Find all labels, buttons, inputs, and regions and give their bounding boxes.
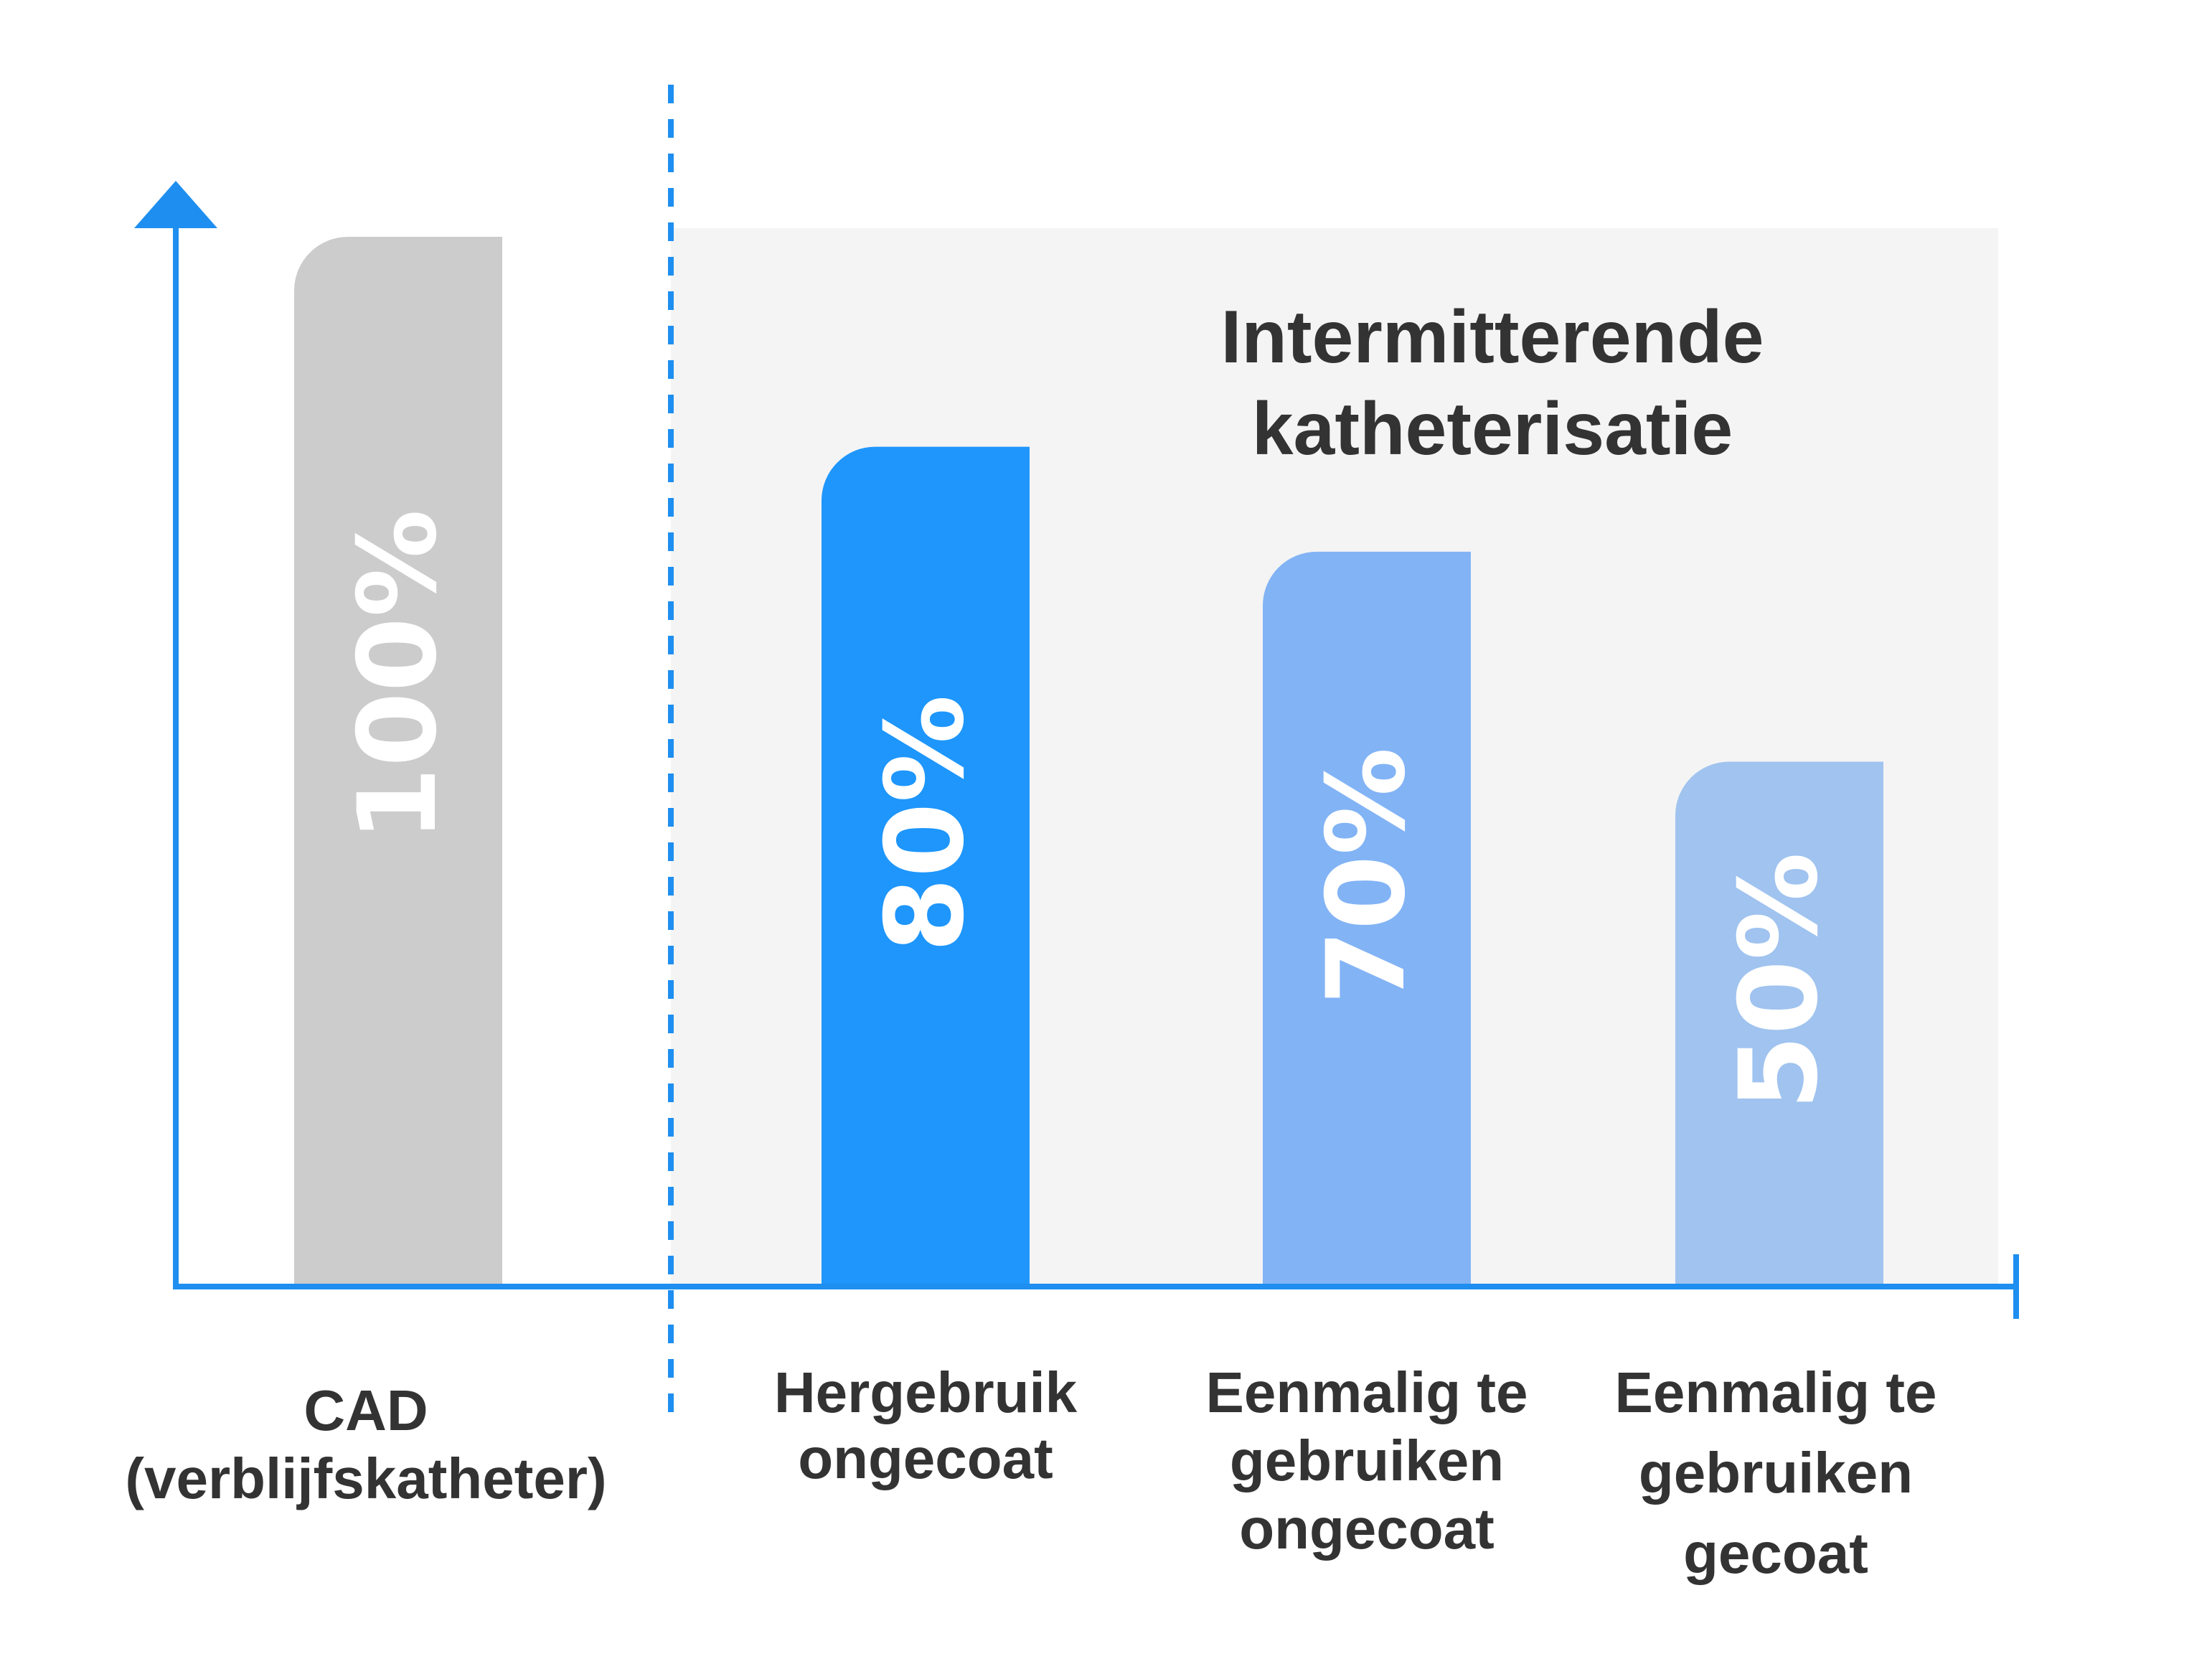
category-label-1: CAD (verblijfskatheter) (125, 1378, 606, 1510)
bar-4 (1675, 761, 1883, 1287)
category-label-2: Hergebruik ongecoat (774, 1360, 1078, 1490)
y-axis-arrow-icon (134, 181, 217, 228)
group-title-line-2: katheterisatie (1252, 387, 1733, 471)
category-labels: CAD (verblijfskatheter) Hergebruik ongecoat… (125, 1360, 1936, 1585)
group-title: Intermitterende katheterisatie (1220, 296, 1764, 471)
bar-value-labels: 100% 80% 70% 50% (336, 509, 1842, 1110)
group-title-line-1: Intermitterende (1220, 296, 1764, 379)
bar-value-label-3: 70% (1304, 747, 1429, 1005)
bar-1 (294, 237, 502, 1287)
category-label-4: Eenmalig te gebruiken gecoat (1614, 1360, 1936, 1585)
bar-value-label-1: 100% (336, 509, 461, 842)
bars-layer (294, 237, 1883, 1287)
category-label-3: Eenmalig te gebruiken ongecoat (1205, 1360, 1528, 1561)
bar-value-label-4: 50% (1717, 852, 1842, 1110)
bar-value-label-2: 80% (863, 695, 988, 952)
bar-3 (1263, 551, 1471, 1287)
bar-2 (822, 446, 1030, 1287)
